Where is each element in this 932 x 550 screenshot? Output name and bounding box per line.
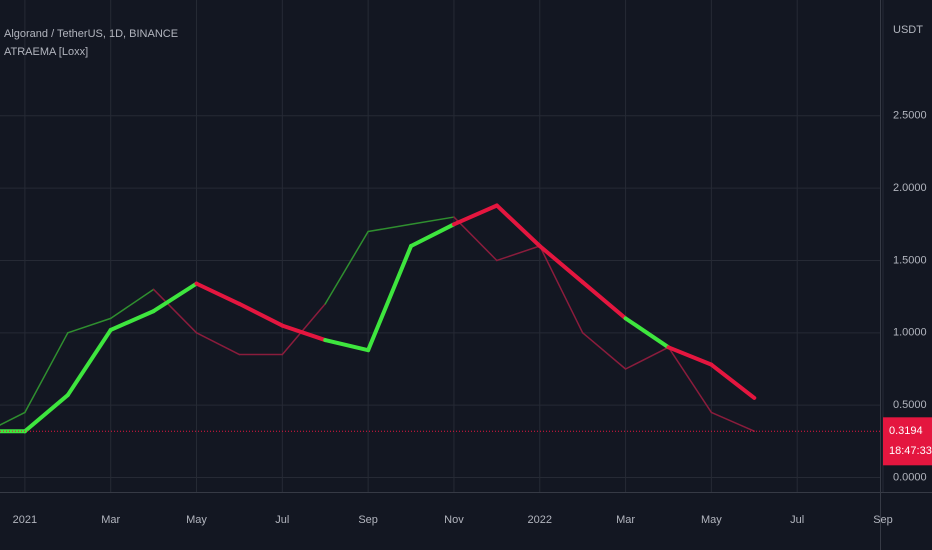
last-price-box [883,417,932,466]
grid [0,0,884,492]
indicator-segment [237,301,285,328]
price-segment [367,223,412,233]
price-segment [410,216,455,226]
indicator-segment [709,362,757,400]
x-tick-label: Sep [358,514,378,526]
price-segment [324,230,369,305]
x-tick-label: 2021 [13,514,37,526]
y-tick-label: 0.5000 [893,399,927,411]
price-segment [667,346,713,414]
y-tick-label: 1.0000 [893,327,927,339]
indicator-segment [623,316,671,350]
x-tick-label: May [186,514,207,526]
price-segment [67,317,112,334]
axes: 0.0000 0.5000 1.0000 1.5000 2.0000 2.5000 2021… [13,110,932,526]
indicator-segment [151,281,199,314]
last-price-label: 0.3194 [889,425,923,437]
price-segment [152,288,198,334]
x-tick-label: 2022 [528,514,552,526]
plot-area [0,203,880,434]
price-segment [710,411,756,432]
y-tick-label: 2.0000 [893,182,927,194]
price-segment [109,288,155,320]
price-segment [624,346,670,370]
countdown-label: 18:47:33 [889,445,932,457]
indicator-segment [494,203,542,248]
y-tick-label: 0.0000 [893,471,927,483]
y-tick-label: 2.5000 [893,110,927,122]
x-tick-label: Mar [616,514,635,526]
x-tick-label: Mar [101,514,120,526]
indicator-segment [366,244,414,353]
y-axis-label: USDT [893,24,923,36]
indicator-segment [22,393,70,434]
indicator-label: ATRAEMA [Loxx] [4,46,88,58]
price-segment [24,332,69,414]
x-tick-label: Jul [275,514,289,526]
x-tick-label: Jul [790,514,804,526]
price-segment [281,303,326,356]
y-tick-label: 1.5000 [893,254,927,266]
indicator-segment [323,338,371,353]
x-tick-label: Sep [873,514,893,526]
indicator-segment [65,327,113,398]
indicator-segment [580,280,628,321]
chart-title: Algorand / TetherUS, 1D, BINANCE [4,28,178,40]
price-segment [496,245,541,262]
x-tick-label: Nov [444,514,464,526]
indicator-segment [108,309,156,332]
price-segment [195,332,241,356]
price-segment [581,332,627,370]
indicator-segment [537,244,585,285]
price-segment [0,411,26,426]
x-tick-label: May [701,514,722,526]
indicator-segment [451,203,499,227]
indicator-segment [666,345,714,367]
indicator-segment [280,323,328,343]
price-segment [539,245,584,334]
price-segment [453,216,498,262]
indicator-segment [409,222,456,248]
indicator-segment [194,281,242,306]
